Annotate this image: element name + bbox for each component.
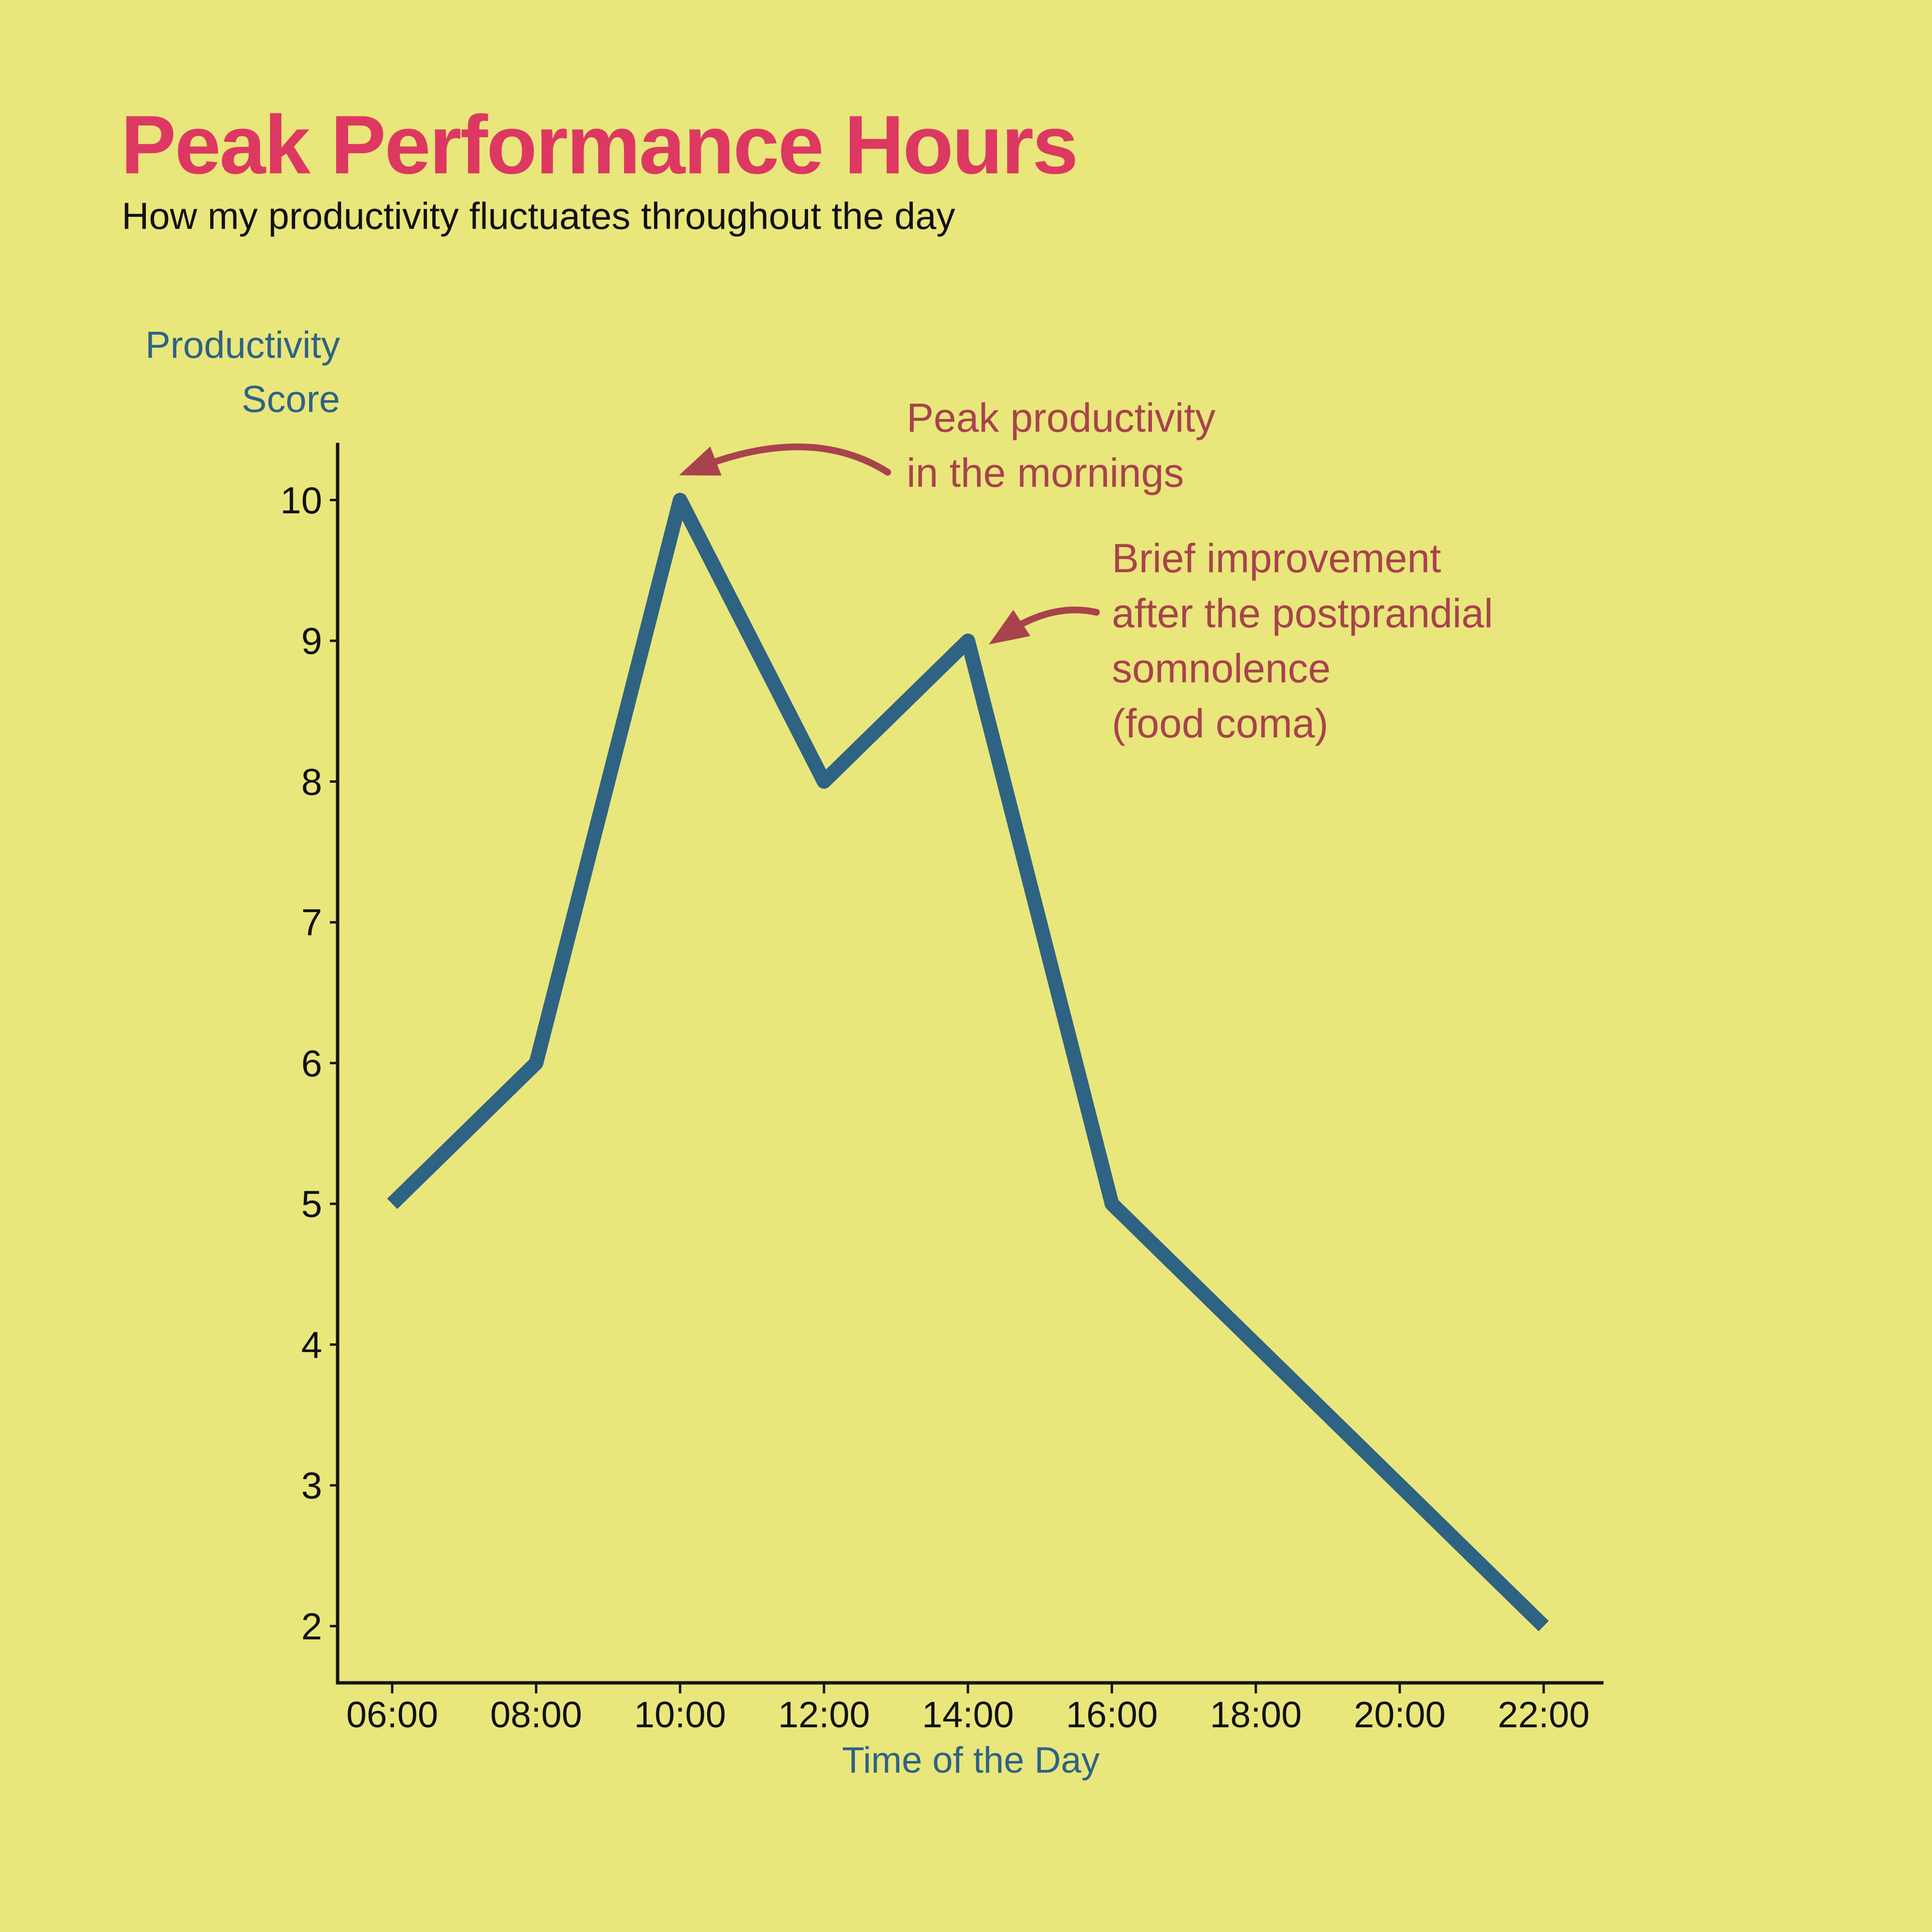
x-tick-label: 12:00 (778, 1694, 870, 1735)
x-axis-ticks (391, 1683, 1545, 1693)
x-tick-label: 18:00 (1209, 1694, 1302, 1735)
y-axis-title-line: Score (242, 378, 340, 420)
annotation-text-line: after the postprandial (1112, 591, 1493, 636)
axes (336, 443, 1604, 1685)
annotation-morning-peak: Peak productivity in the mornings (907, 390, 1216, 500)
x-tick-label: 16:00 (1065, 1694, 1158, 1735)
x-tick-label: 06:00 (346, 1694, 439, 1735)
y-tick-label: 10 (280, 479, 322, 522)
productivity-line-series (387, 493, 1549, 1632)
page-title: Peak Performance Hours (121, 99, 1079, 191)
y-tick-label: 6 (301, 1042, 322, 1085)
annotation-text-line: in the mornings (907, 450, 1184, 495)
y-axis-title-line: Productivity (145, 324, 340, 366)
x-tick-label: 08:00 (490, 1694, 582, 1735)
annotation-food-coma: Brief improvement after the postprandial… (1112, 531, 1493, 751)
y-axis-title: Productivity Score (145, 318, 340, 426)
annotation-text-line: Brief improvement (1112, 536, 1441, 581)
x-axis-title: Time of the Day (842, 1740, 1100, 1781)
x-tick-label: 22:00 (1497, 1694, 1590, 1735)
page-subtitle: How my productivity fluctuates throughou… (122, 195, 955, 237)
y-tick-label: 2 (301, 1605, 322, 1648)
y-tick-label: 3 (301, 1464, 322, 1507)
x-tick-label: 10:00 (634, 1694, 726, 1735)
y-tick-label: 7 (301, 901, 322, 944)
x-tick-label: 14:00 (922, 1694, 1014, 1735)
annotation-text-line: Peak productivity (907, 395, 1216, 440)
y-tick-label: 9 (301, 620, 322, 662)
annotation-arrow-morning-peak (679, 443, 891, 476)
y-tick-label: 5 (301, 1183, 322, 1225)
y-tick-label: 8 (301, 760, 322, 803)
y-tick-label: 4 (301, 1323, 322, 1366)
annotation-arrow-food-coma (989, 606, 1100, 645)
annotation-text-line: somnolence (1112, 646, 1331, 691)
annotation-text-line: (food coma) (1112, 701, 1329, 746)
x-tick-label: 20:00 (1353, 1694, 1446, 1735)
y-axis-ticks (330, 499, 338, 1627)
